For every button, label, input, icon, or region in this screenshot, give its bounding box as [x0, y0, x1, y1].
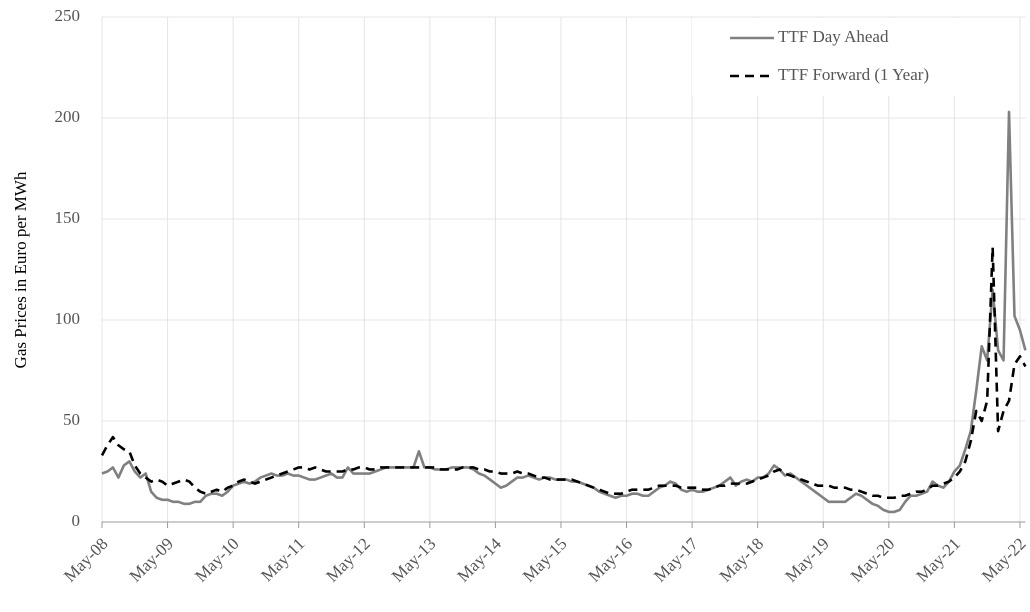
x-tick-label: May-18: [716, 534, 767, 585]
legend-label: TTF Day Ahead: [778, 27, 889, 46]
legend-box: [692, 18, 992, 96]
series-line: [100, 245, 1027, 500]
x-tick-label: May-17: [650, 534, 702, 586]
y-tick-label: 100: [55, 309, 81, 328]
legend-label: TTF Forward (1 Year): [778, 65, 929, 84]
x-tick-label: May-08: [60, 534, 111, 585]
x-tick-label: May-12: [322, 534, 373, 585]
x-tick-label: May-22: [978, 534, 1029, 585]
x-tick-label: May-19: [781, 534, 832, 585]
y-tick-label: 200: [55, 107, 81, 126]
x-tick-label: May-11: [257, 534, 308, 585]
x-tick-label: May-13: [388, 534, 439, 585]
y-tick-label: 250: [55, 6, 81, 25]
y-tick-label: 0: [72, 511, 81, 530]
x-tick-label: May-14: [454, 534, 506, 586]
y-tick-label: 50: [63, 410, 80, 429]
x-tick-label: May-20: [847, 534, 898, 585]
x-tick-label: May-10: [191, 534, 242, 585]
x-tick-label: May-15: [519, 534, 570, 585]
x-tick-label: May-16: [585, 534, 636, 585]
x-tick-label: May-09: [126, 534, 177, 585]
x-tick-label: May-21: [912, 534, 963, 585]
series-line: [101, 110, 1027, 514]
y-tick-label: 150: [55, 208, 81, 227]
y-axis-label: Gas Prices in Euro per MWh: [11, 171, 30, 368]
